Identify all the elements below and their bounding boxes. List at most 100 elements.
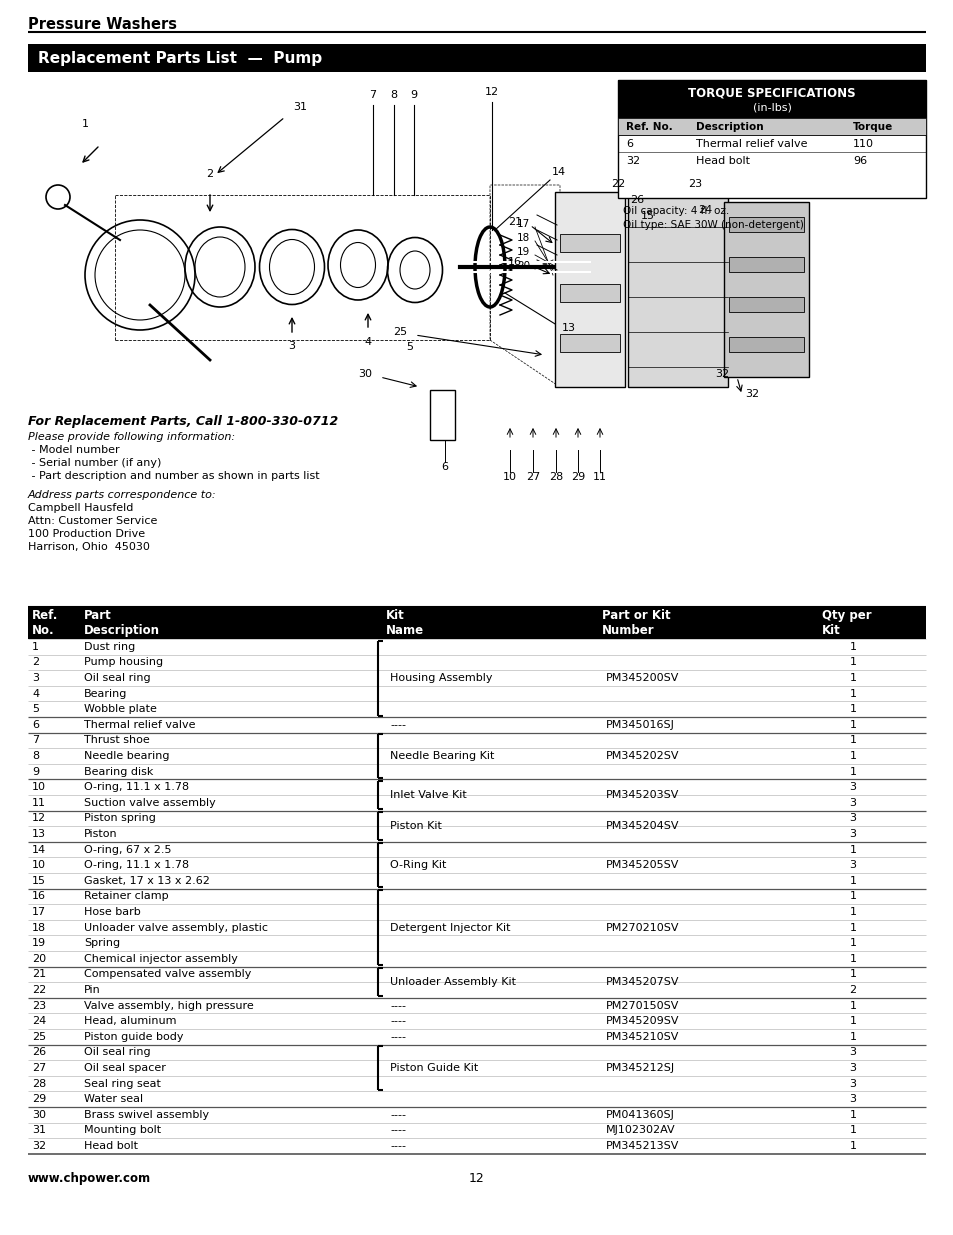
Text: 4: 4 — [32, 689, 39, 699]
Text: 1: 1 — [81, 119, 89, 128]
Text: 3: 3 — [848, 1078, 856, 1088]
Text: Piston guide body: Piston guide body — [84, 1031, 183, 1042]
Text: Needle Bearing Kit: Needle Bearing Kit — [390, 751, 494, 761]
Text: 18: 18 — [32, 923, 46, 932]
Text: 28: 28 — [548, 472, 562, 482]
Bar — [723, 203, 808, 377]
Text: 3: 3 — [32, 673, 39, 683]
Text: 1: 1 — [848, 673, 856, 683]
Text: 16: 16 — [32, 892, 46, 902]
Text: 7: 7 — [369, 90, 376, 100]
Text: 26: 26 — [629, 195, 643, 205]
Text: 4: 4 — [364, 337, 371, 347]
Text: PM345209SV: PM345209SV — [605, 1016, 679, 1026]
Text: 23: 23 — [687, 179, 701, 189]
Text: 1: 1 — [848, 969, 856, 979]
Text: Piston Kit: Piston Kit — [390, 821, 441, 831]
Text: 7: 7 — [32, 735, 39, 746]
Text: Detergent Injector Kit: Detergent Injector Kit — [390, 923, 510, 932]
Bar — [618, 80, 925, 119]
Text: 21: 21 — [507, 217, 521, 227]
Text: 3: 3 — [848, 1094, 856, 1104]
Text: 3: 3 — [848, 782, 856, 792]
Text: ----: ---- — [390, 1110, 406, 1120]
Text: Qty per
Kit: Qty per Kit — [821, 609, 871, 637]
Text: 1: 1 — [848, 953, 856, 963]
Text: Piston spring: Piston spring — [84, 814, 155, 824]
Bar — [559, 233, 619, 252]
Text: PM345016SJ: PM345016SJ — [605, 720, 674, 730]
Text: Oil seal ring: Oil seal ring — [84, 1047, 151, 1057]
Text: 1: 1 — [848, 1016, 856, 1026]
Text: Kit
Name: Kit Name — [386, 609, 424, 637]
Text: ----: ---- — [390, 720, 406, 730]
Text: 23: 23 — [32, 1000, 46, 1010]
Text: 19: 19 — [32, 939, 46, 948]
Text: Piston Guide Kit: Piston Guide Kit — [390, 1063, 477, 1073]
Text: Suction valve assembly: Suction valve assembly — [84, 798, 215, 808]
Text: 17: 17 — [517, 219, 530, 228]
Text: Brass swivel assembly: Brass swivel assembly — [84, 1110, 209, 1120]
Text: Oil type: SAE 30W (non-detergent): Oil type: SAE 30W (non-detergent) — [622, 220, 803, 230]
Text: Torque: Torque — [852, 121, 892, 131]
Text: 14: 14 — [552, 167, 565, 177]
Text: 27: 27 — [525, 472, 539, 482]
Text: 1: 1 — [848, 1125, 856, 1135]
Text: Retainer clamp: Retainer clamp — [84, 892, 169, 902]
Text: 32: 32 — [32, 1141, 46, 1151]
Text: PM345213SV: PM345213SV — [605, 1141, 679, 1151]
Text: 12: 12 — [484, 86, 498, 98]
Text: 1: 1 — [848, 704, 856, 714]
Text: 17: 17 — [32, 906, 46, 918]
Text: Harrison, Ohio  45030: Harrison, Ohio 45030 — [28, 542, 150, 552]
Text: Housing Assembly: Housing Assembly — [390, 673, 492, 683]
Text: Water seal: Water seal — [84, 1094, 143, 1104]
Bar — [618, 80, 925, 198]
Text: Pump housing: Pump housing — [84, 657, 163, 667]
Text: 11: 11 — [593, 472, 606, 482]
Text: PM345205SV: PM345205SV — [605, 861, 679, 871]
Text: 6: 6 — [32, 720, 39, 730]
Text: PM345203SV: PM345203SV — [605, 790, 679, 800]
Text: Unloader valve assembly, plastic: Unloader valve assembly, plastic — [84, 923, 268, 932]
Bar — [28, 606, 925, 638]
Text: 31: 31 — [293, 103, 307, 112]
Text: Ref. No.: Ref. No. — [625, 121, 672, 131]
Text: 28: 28 — [32, 1078, 46, 1088]
Text: 29: 29 — [32, 1094, 46, 1104]
Text: ----: ---- — [390, 1125, 406, 1135]
Text: 25: 25 — [393, 327, 407, 337]
Text: - Part description and number as shown in parts list: - Part description and number as shown i… — [28, 471, 319, 480]
Text: 1: 1 — [848, 1000, 856, 1010]
Text: 1: 1 — [848, 642, 856, 652]
Text: Part or Kit
Number: Part or Kit Number — [601, 609, 670, 637]
Text: Valve assembly, high pressure: Valve assembly, high pressure — [84, 1000, 253, 1010]
Text: 1: 1 — [848, 1110, 856, 1120]
Text: Oil seal ring: Oil seal ring — [84, 673, 151, 683]
Text: Mounting bolt: Mounting bolt — [84, 1125, 161, 1135]
Text: Please provide following information:: Please provide following information: — [28, 432, 234, 442]
Text: Needle bearing: Needle bearing — [84, 751, 170, 761]
Text: 32: 32 — [714, 369, 728, 379]
Bar — [728, 337, 803, 352]
Text: PM270210SV: PM270210SV — [605, 923, 679, 932]
Bar — [728, 217, 803, 232]
Text: Chemical injector assembly: Chemical injector assembly — [84, 953, 237, 963]
Text: 12: 12 — [469, 1172, 484, 1184]
Text: ----: ---- — [390, 1031, 406, 1042]
Text: 1: 1 — [848, 906, 856, 918]
Text: 2: 2 — [206, 169, 213, 179]
Text: O-ring, 11.1 x 1.78: O-ring, 11.1 x 1.78 — [84, 861, 189, 871]
Text: - Serial number (if any): - Serial number (if any) — [28, 458, 161, 468]
Text: 22: 22 — [610, 179, 624, 189]
Text: 16: 16 — [507, 257, 521, 267]
Text: 13: 13 — [32, 829, 46, 839]
Text: 29: 29 — [570, 472, 584, 482]
Bar — [627, 191, 727, 387]
Text: 13: 13 — [561, 324, 576, 333]
Bar — [559, 284, 619, 303]
Text: PM345212SJ: PM345212SJ — [605, 1063, 675, 1073]
Text: PM345207SV: PM345207SV — [605, 977, 679, 987]
Bar — [728, 296, 803, 312]
Text: For Replacement Parts, Call 1-800-330-0712: For Replacement Parts, Call 1-800-330-07… — [28, 415, 338, 429]
